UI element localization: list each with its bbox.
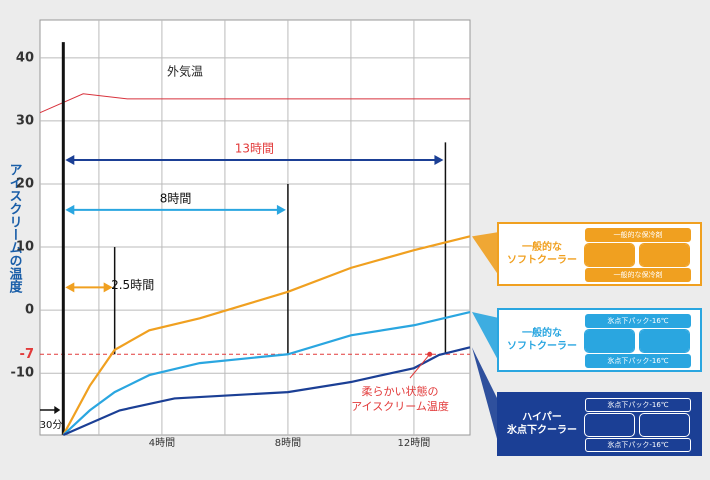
x-tick-label: 4時間 xyxy=(149,437,175,449)
legend-label: ハイパー 氷点下クーラー xyxy=(507,412,577,436)
arrowhead xyxy=(65,155,75,166)
arrowhead xyxy=(103,282,113,293)
pack-label: 氷点下パック-16℃ xyxy=(585,354,691,368)
duration-label: 13時間 xyxy=(235,142,274,156)
y-tick-label: 10 xyxy=(16,240,34,255)
pack-icon xyxy=(639,243,690,267)
pack-icon xyxy=(584,413,635,437)
y-tick-label: 0 xyxy=(25,303,34,318)
soft-note: 柔らかい状態のアイスクリーム温度 xyxy=(351,384,449,413)
y-tick-label: 40 xyxy=(16,50,34,65)
pack-icon xyxy=(584,329,635,353)
leader xyxy=(409,353,431,379)
duration-label: 2.5時間 xyxy=(111,278,154,292)
x-tick-label: 8時間 xyxy=(275,437,301,449)
legend-label: 一般的な ソフトクーラー xyxy=(507,328,577,352)
pack-label: 一般的な保冷剤 xyxy=(585,268,691,282)
legend-item: 一般的な ソフトクーラー 氷点下パック-16℃ 氷点下パック-16℃ xyxy=(497,308,702,372)
pack-label: 一般的な保冷剤 xyxy=(585,228,691,242)
series-line xyxy=(62,346,471,437)
y-axis-label: アイスクリームの温度 xyxy=(7,163,23,294)
arrowhead xyxy=(434,155,444,166)
note-line: アイスクリーム温度 xyxy=(351,399,449,413)
outside-label: 外気温 xyxy=(167,64,203,79)
pack-label: 氷点下パック-16℃ xyxy=(585,398,691,412)
start-label: 30分 xyxy=(40,419,63,431)
legend-pointer xyxy=(472,232,499,276)
duration-label: 8時間 xyxy=(160,191,192,205)
pack-icon xyxy=(584,243,635,267)
arrowhead xyxy=(276,204,286,215)
y-tick-label: 20 xyxy=(16,176,34,191)
plot-area xyxy=(39,19,471,436)
legend-label: 一般的な ソフトクーラー xyxy=(507,242,577,266)
note-line: 柔らかい状態の xyxy=(362,384,439,398)
outside-line xyxy=(39,93,470,114)
legend-pointer xyxy=(472,347,499,446)
start-arrowhead xyxy=(54,406,61,414)
arrowhead xyxy=(65,204,75,215)
legend-item: ハイパー 氷点下クーラー 氷点下パック-16℃ 氷点下パック-16℃ xyxy=(497,392,702,456)
arrowhead xyxy=(65,282,75,293)
pack-label: 氷点下パック-16℃ xyxy=(585,438,691,452)
pack-icon xyxy=(639,413,690,437)
pack-icon xyxy=(639,329,690,353)
series-line xyxy=(62,310,471,436)
y-tick-label: 30 xyxy=(16,113,34,128)
reference-label: -7 xyxy=(20,347,34,362)
legend-pointer xyxy=(472,312,499,362)
y-tick-label: -10 xyxy=(11,366,35,381)
series-line xyxy=(62,235,471,436)
pack-label: 氷点下パック-16℃ xyxy=(585,314,691,328)
legend-item: 一般的な ソフトクーラー 一般的な保冷剤 一般的な保冷剤 xyxy=(497,222,702,286)
x-tick-label: 12時間 xyxy=(398,437,431,449)
